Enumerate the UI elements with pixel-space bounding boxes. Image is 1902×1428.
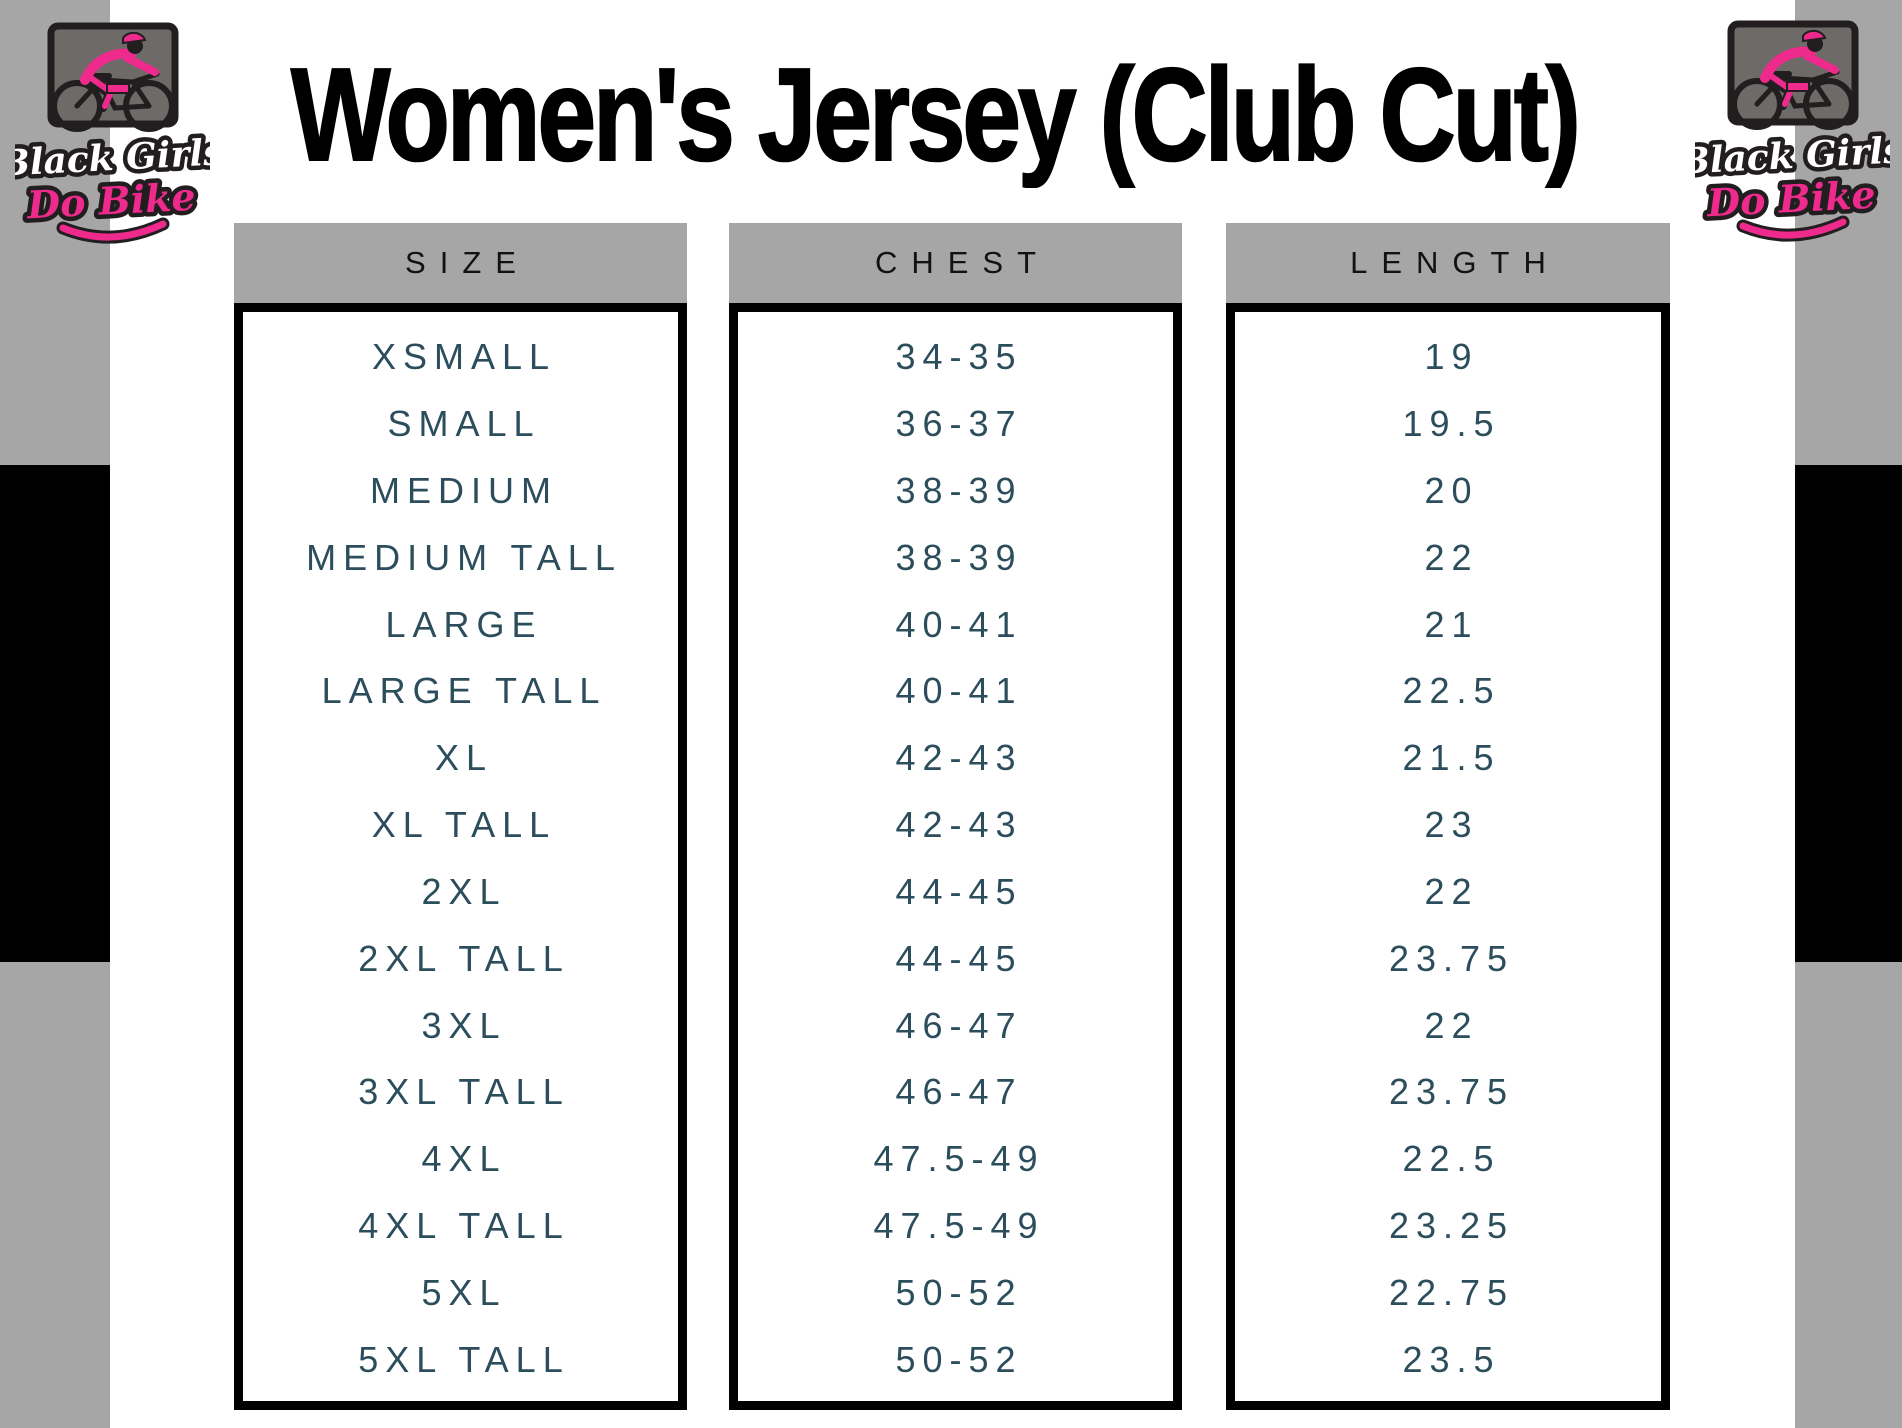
table-cell: 46-47 bbox=[895, 1004, 1023, 1046]
column-size: SIZE XSMALL SMALL MEDIUM MEDIUM TALL LAR… bbox=[234, 223, 687, 1410]
accent-block-right bbox=[1795, 465, 1902, 962]
table-cell: 44-45 bbox=[895, 870, 1023, 912]
table-cell: 46-47 bbox=[895, 1071, 1023, 1113]
table-cell: 3XL bbox=[421, 1004, 507, 1046]
column-length: LENGTH 19 19.5 20 22 21 22.5 21.5 23 22 … bbox=[1226, 223, 1670, 1410]
column-header-label: CHEST bbox=[874, 245, 1051, 280]
table-cell: 21.5 bbox=[1402, 737, 1501, 779]
table-cell: XL TALL bbox=[371, 804, 557, 846]
bgdb-logo-right: Black Girls Do Bike bbox=[1695, 20, 1890, 242]
table-cell: 47.5-49 bbox=[873, 1138, 1045, 1180]
logo-swoosh bbox=[1736, 215, 1850, 242]
table-cell: 22 bbox=[1424, 1004, 1479, 1046]
table-cell: 38-39 bbox=[895, 536, 1023, 578]
table-cell: 34-35 bbox=[895, 336, 1023, 378]
column-body-size: XSMALL SMALL MEDIUM MEDIUM TALL LARGE LA… bbox=[234, 303, 687, 1410]
table-cell: XL bbox=[434, 737, 494, 779]
column-header-label: SIZE bbox=[405, 245, 530, 280]
table-cell: 5XL bbox=[421, 1271, 507, 1313]
logo-swoosh bbox=[56, 217, 170, 244]
table-cell: 50-52 bbox=[895, 1271, 1023, 1313]
accent-block-left bbox=[0, 465, 110, 962]
table-cell: 42-43 bbox=[895, 804, 1023, 846]
table-cell: 42-43 bbox=[895, 737, 1023, 779]
table-cell: 22.5 bbox=[1402, 1138, 1501, 1180]
column-header-label: LENGTH bbox=[1350, 245, 1560, 280]
column-chest: CHEST 34-35 36-37 38-39 38-39 40-41 40-4… bbox=[729, 223, 1182, 1410]
table-cell: 23 bbox=[1424, 804, 1479, 846]
table-cell: 5XL TALL bbox=[358, 1338, 570, 1380]
table-cell: 40-41 bbox=[895, 670, 1023, 712]
column-body-chest: 34-35 36-37 38-39 38-39 40-41 40-41 42-4… bbox=[729, 303, 1182, 1410]
table-cell: 44-45 bbox=[895, 937, 1023, 979]
table-cell: 2XL TALL bbox=[358, 937, 570, 979]
table-cell: 4XL bbox=[421, 1138, 507, 1180]
table-cell: 22 bbox=[1424, 870, 1479, 912]
table-cell: 50-52 bbox=[895, 1338, 1023, 1380]
table-cell: 22 bbox=[1424, 536, 1479, 578]
table-cell: 40-41 bbox=[895, 603, 1023, 645]
table-cell: LARGE TALL bbox=[321, 670, 607, 712]
table-cell: 38-39 bbox=[895, 470, 1023, 512]
table-cell: 22.75 bbox=[1388, 1271, 1515, 1313]
table-cell: 47.5-49 bbox=[873, 1204, 1045, 1246]
column-header-chest: CHEST bbox=[729, 223, 1182, 303]
bgdb-logo-left: Black Girls Do Bike bbox=[15, 22, 210, 244]
table-cell: 23.5 bbox=[1402, 1338, 1501, 1380]
column-header-length: LENGTH bbox=[1226, 223, 1670, 303]
column-body-length: 19 19.5 20 22 21 22.5 21.5 23 22 23.75 2… bbox=[1226, 303, 1670, 1410]
table-cell: 21 bbox=[1424, 603, 1479, 645]
table-cell: 36-37 bbox=[895, 403, 1023, 445]
table-cell: 4XL TALL bbox=[358, 1204, 570, 1246]
logo-text-secondary: Do Bike bbox=[1705, 172, 1877, 226]
table-cell: SMALL bbox=[387, 403, 541, 445]
table-cell: 23.75 bbox=[1388, 937, 1515, 979]
page-title: Women's Jersey (Club Cut) bbox=[130, 41, 1730, 188]
table-cell: 23.25 bbox=[1388, 1204, 1515, 1246]
table-cell: MEDIUM bbox=[370, 470, 558, 512]
page-title-text: Women's Jersey (Club Cut) bbox=[290, 41, 1582, 188]
table-cell: 22.5 bbox=[1402, 670, 1501, 712]
table-cell: 19 bbox=[1424, 336, 1479, 378]
column-header-size: SIZE bbox=[234, 223, 687, 303]
table-cell: 2XL bbox=[421, 870, 507, 912]
table-cell: MEDIUM TALL bbox=[306, 536, 622, 578]
table-cell: 19.5 bbox=[1402, 403, 1501, 445]
table-cell: 20 bbox=[1424, 470, 1479, 512]
cyclist-icon bbox=[1731, 29, 1855, 130]
table-cell: 3XL TALL bbox=[358, 1071, 570, 1113]
table-cell: XSMALL bbox=[371, 336, 557, 378]
table-cell: LARGE bbox=[385, 603, 543, 645]
table-cell: 23.75 bbox=[1388, 1071, 1515, 1113]
cyclist-icon bbox=[51, 31, 175, 132]
